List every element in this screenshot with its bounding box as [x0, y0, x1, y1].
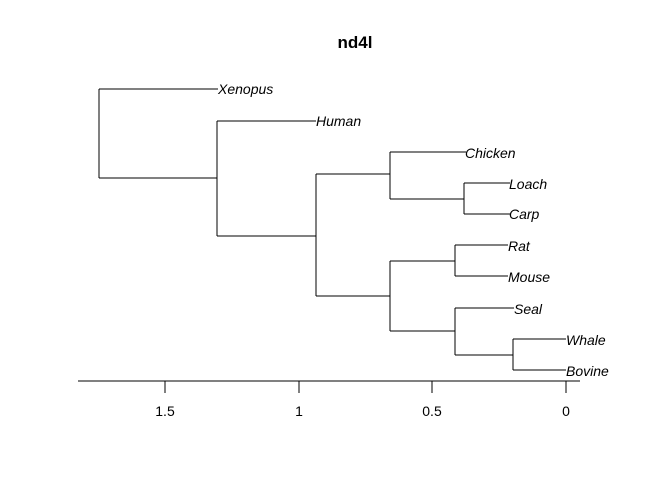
- leaf-label-rat: Rat: [508, 238, 531, 254]
- plot-title: nd4l: [338, 33, 373, 52]
- axis-tick-label-1: 1: [295, 403, 303, 419]
- leaf-label-human: Human: [316, 113, 361, 129]
- leaf-label-loach: Loach: [509, 176, 547, 192]
- axis-tick-label-1-5: 1.5: [155, 403, 175, 419]
- leaf-label-bovine: Bovine: [566, 363, 609, 379]
- axis-tick-label-0: 0: [562, 403, 570, 419]
- leaf-labels: Xenopus Human Chicken Loach Carp Rat Mou…: [217, 81, 609, 379]
- leaf-label-seal: Seal: [514, 301, 543, 317]
- distance-axis: 1.5 1 0.5 0: [78, 380, 580, 419]
- axis-tick-label-0-5: 0.5: [422, 403, 442, 419]
- leaf-label-xenopus: Xenopus: [217, 81, 273, 97]
- tree-branches: [98, 88, 566, 371]
- leaf-label-whale: Whale: [566, 332, 606, 348]
- leaf-label-carp: Carp: [509, 206, 540, 222]
- leaf-label-mouse: Mouse: [508, 269, 550, 285]
- leaf-label-chicken: Chicken: [465, 145, 516, 161]
